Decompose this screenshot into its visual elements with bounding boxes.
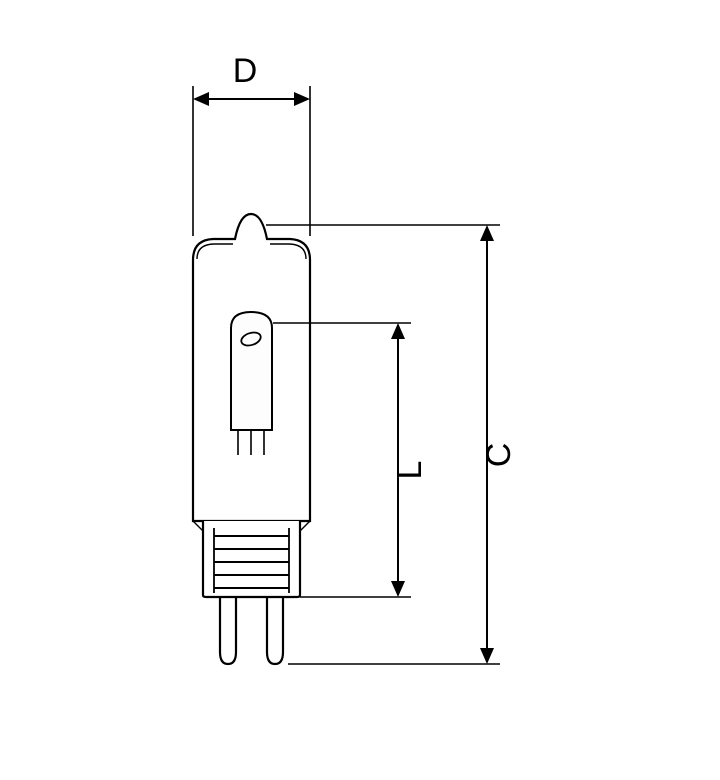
label-D: D: [233, 52, 258, 90]
label-L: L: [391, 461, 429, 480]
pins: [220, 597, 283, 664]
dimension-D: D: [193, 52, 310, 236]
bulb-dimension-diagram: D C L: [0, 0, 720, 780]
label-C: C: [480, 443, 518, 468]
bulb-body: [193, 214, 310, 664]
